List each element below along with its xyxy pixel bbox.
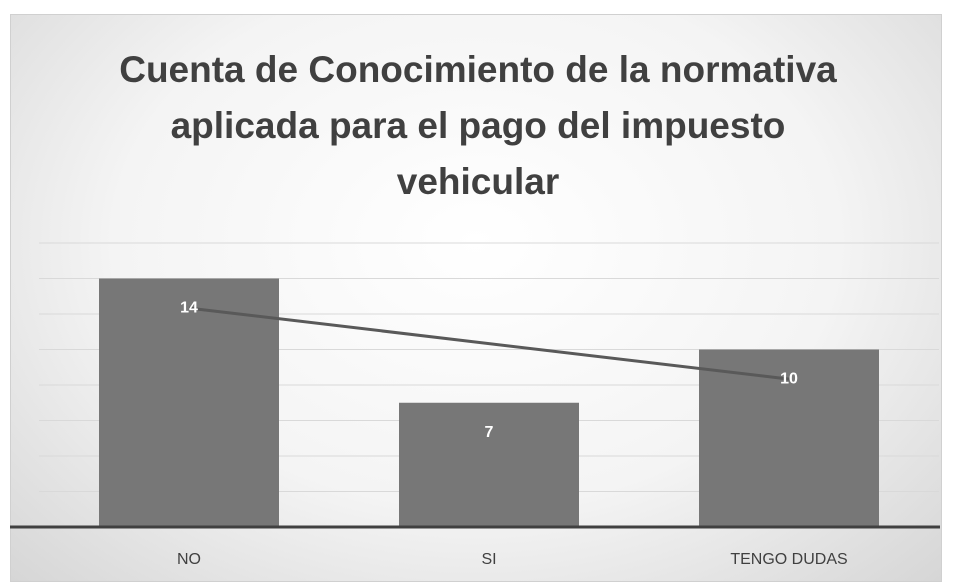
- chart-title: Cuenta de Conocimiento de la normativa a…: [119, 49, 837, 202]
- x-tick-label: TENGO DUDAS: [730, 551, 847, 568]
- x-tick-label: NO: [177, 551, 201, 568]
- x-tick-label: SI: [481, 551, 496, 568]
- data-label: 7: [485, 424, 494, 441]
- data-label: 10: [780, 371, 798, 388]
- bar: [99, 278, 279, 527]
- bar: [399, 402, 579, 527]
- data-label: 14: [180, 300, 198, 317]
- trendline: [188, 306, 790, 381]
